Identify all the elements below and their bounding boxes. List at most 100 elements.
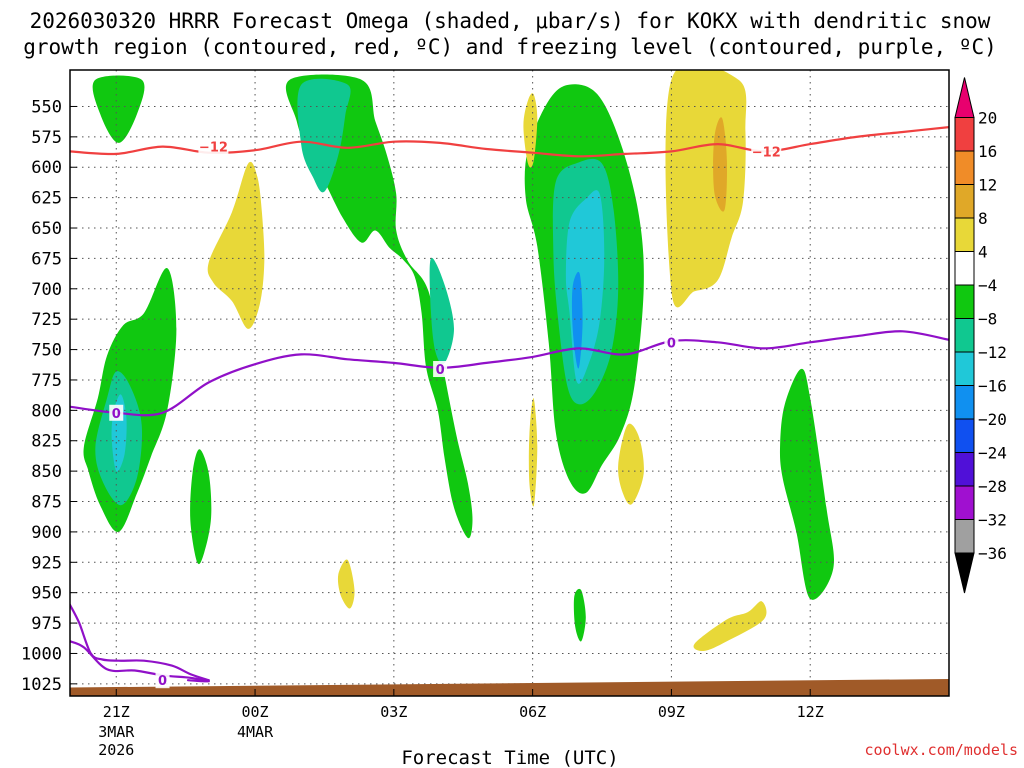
x-tick-label-03Z: 03Z bbox=[380, 703, 407, 721]
dgz-contour-label-0: −12 bbox=[199, 141, 228, 156]
y-tick-label-925: 925 bbox=[31, 553, 62, 573]
x-tick-year-21Z: 2026 bbox=[98, 741, 134, 759]
y-tick-label-675: 675 bbox=[31, 249, 62, 269]
colorbar-level-label-4: 4 bbox=[978, 243, 988, 262]
omega-region-21 bbox=[693, 601, 767, 652]
freezing-level-line-bottom bbox=[70, 640, 210, 683]
colorbar-swatch-4 bbox=[954, 217, 975, 252]
omega-region-7 bbox=[429, 257, 454, 365]
omega-region-0 bbox=[92, 75, 145, 143]
y-tick-label-650: 650 bbox=[31, 219, 62, 239]
colorbar-level-label-3: 8 bbox=[978, 209, 988, 228]
colorbar-level-label-8: −16 bbox=[978, 377, 1007, 396]
y-tick-label-1000: 1000 bbox=[21, 644, 62, 664]
colorbar-swatch-11 bbox=[954, 452, 975, 487]
plot-area: −12 −12 0 0 0 0 bbox=[70, 70, 949, 696]
colorbar-level-label-6: −8 bbox=[978, 310, 997, 329]
y-tick-label-1025: 1025 bbox=[21, 675, 62, 695]
omega-region-20 bbox=[337, 559, 355, 609]
colorbar-swatch-3 bbox=[954, 184, 975, 219]
colorbar-level-label-10: −24 bbox=[978, 444, 1007, 463]
y-tick-label-900: 900 bbox=[31, 523, 62, 543]
y-tick-label-575: 575 bbox=[31, 128, 62, 148]
freezing-level-label-1: 0 bbox=[436, 363, 445, 378]
y-tick-label-625: 625 bbox=[31, 189, 62, 209]
x-tick-label-12Z: 12Z bbox=[797, 703, 824, 721]
omega-region-19 bbox=[618, 423, 644, 505]
y-tick-label-725: 725 bbox=[31, 310, 62, 330]
y-tick-label-700: 700 bbox=[31, 280, 62, 300]
chart-title-line-1: 2026030320 HRRR Forecast Omega (shaded, … bbox=[30, 9, 991, 33]
colorbar-swatch-9 bbox=[954, 385, 975, 420]
omega-region-12 bbox=[573, 588, 586, 642]
colorbar-swatch-13 bbox=[954, 519, 975, 554]
colorbar-bottom-arrow bbox=[954, 552, 975, 594]
freezing-level-label-2: 0 bbox=[667, 336, 676, 351]
colorbar-level-label-11: −28 bbox=[978, 477, 1007, 496]
omega-region-16 bbox=[665, 70, 747, 308]
freezing-level-label-bg-0 bbox=[109, 404, 124, 421]
colorbar-level-label-1: 16 bbox=[978, 142, 997, 161]
x-tick-label-09Z: 09Z bbox=[658, 703, 685, 721]
terrain-polygon bbox=[70, 678, 949, 696]
colorbar-swatch-1 bbox=[954, 117, 975, 152]
colorbar-swatch-7 bbox=[954, 318, 975, 353]
freezing-level-label-bg-1 bbox=[433, 361, 448, 378]
grid-lines bbox=[70, 70, 949, 696]
colorbar-swatch-12 bbox=[954, 485, 975, 520]
y-tick-label-850: 850 bbox=[31, 462, 62, 482]
dgz-contour-label-bg-0 bbox=[198, 138, 229, 155]
x-tick-label-00Z: 00Z bbox=[242, 703, 269, 721]
y-tick-label-875: 875 bbox=[31, 493, 62, 513]
y-tick-label-600: 600 bbox=[31, 158, 62, 178]
y-axis-ticks: 550 575 600 625 650 675 700 725 750 775 800 825 850 8… bbox=[21, 97, 77, 695]
x-tick-date-21Z: 3MAR bbox=[98, 723, 135, 741]
omega-region-5 bbox=[285, 74, 473, 539]
chart-title-line-2: growth region (contoured, red, ºC) and f… bbox=[23, 35, 997, 59]
freezing-level-label-lower-bg-0 bbox=[155, 672, 170, 689]
colorbar-swatch-8 bbox=[954, 351, 975, 386]
freezing-level-line-lower bbox=[70, 603, 210, 682]
credit-text: coolwx.com/models bbox=[864, 741, 1018, 759]
omega-region-14 bbox=[207, 161, 265, 329]
colorbar-swatch-6 bbox=[954, 284, 975, 319]
x-tick-label-06Z: 06Z bbox=[519, 703, 546, 721]
x-tick-label-21Z: 21Z bbox=[103, 703, 130, 721]
colorbar-level-label-7: −12 bbox=[978, 343, 1007, 362]
omega-region-15 bbox=[523, 93, 538, 168]
omega-region-11 bbox=[571, 271, 583, 369]
y-tick-label-975: 975 bbox=[31, 614, 62, 634]
y-tick-label-550: 550 bbox=[31, 97, 62, 117]
plot-frame bbox=[69, 69, 950, 697]
colorbar-level-label-0: 20 bbox=[978, 109, 997, 128]
omega-region-6 bbox=[297, 78, 351, 193]
terrain-fill bbox=[70, 678, 949, 696]
colorbar-level-label-9: −20 bbox=[978, 410, 1007, 429]
colorbar-swatch-2 bbox=[954, 150, 975, 185]
y-tick-label-800: 800 bbox=[31, 401, 62, 421]
omega-region-18 bbox=[528, 398, 538, 507]
y-tick-label-825: 825 bbox=[31, 432, 62, 452]
freezing-level-line bbox=[70, 330, 949, 417]
freezing-level-label-bg-2 bbox=[664, 334, 679, 351]
colorbar-swatch-5 bbox=[954, 251, 975, 286]
y-tick-label-750: 750 bbox=[31, 341, 62, 361]
colorbar-level-label-2: 12 bbox=[978, 176, 997, 195]
y-tick-label-950: 950 bbox=[31, 584, 62, 604]
dgz-contour-label-bg-1 bbox=[751, 143, 782, 160]
colorbar-level-label-5: −4 bbox=[978, 276, 997, 295]
x-tick-date-00Z: 4MAR bbox=[237, 723, 274, 741]
colorbar-swatch-10 bbox=[954, 418, 975, 453]
y-tick-label-775: 775 bbox=[31, 371, 62, 391]
x-axis-label: Forecast Time (UTC) bbox=[401, 747, 618, 768]
colorbar-level-label-13: −36 bbox=[978, 544, 1007, 563]
freezing-level-label-0: 0 bbox=[112, 407, 121, 422]
contour-lines bbox=[70, 126, 949, 683]
colorbar: 20 16 12 8 4 −4 −8 −12 −16 −20 −24 −28 −32 −36 bbox=[954, 77, 1007, 594]
colorbar-level-label-12: −32 bbox=[978, 511, 1007, 530]
dgz-contour-label-1: −12 bbox=[752, 145, 781, 160]
omega-region-17 bbox=[713, 117, 728, 212]
contour-labels: −12 −12 0 0 0 0 bbox=[109, 138, 782, 689]
